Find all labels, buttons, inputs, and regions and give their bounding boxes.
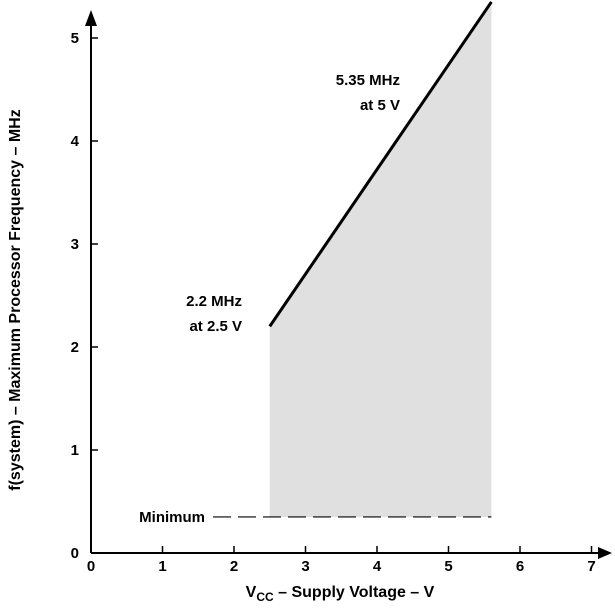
x-tick-label-7: 7	[587, 558, 595, 575]
x-tick-label-5: 5	[444, 558, 452, 575]
x-axis-title-subscript: CC	[256, 590, 274, 604]
x-axis-title: VCC – Supply Voltage – V	[246, 584, 435, 604]
x-tick-label-4: 4	[373, 558, 382, 575]
x-axis-title-main: V	[246, 584, 257, 601]
minimum-label: Minimum	[139, 509, 205, 526]
ticks-layer: 0 1 2 3 4 5 6 7 0 1 2 3 4 5	[71, 30, 596, 575]
y-tick-label-3: 3	[71, 236, 79, 253]
line-layer	[213, 1, 493, 518]
x-tick-label-0: 0	[87, 558, 95, 575]
y-tick-label-0: 0	[71, 545, 79, 562]
x-tick-label-2: 2	[230, 558, 238, 575]
y-tick-label-5: 5	[71, 30, 79, 47]
y-axis-title: f(system) – Maximum Processor Frequency …	[7, 109, 24, 490]
max-frequency-line	[268, 1, 493, 328]
annotation-low-frequency: 2.2 MHz	[186, 293, 242, 310]
annotation-low-voltage: at 2.5 V	[189, 318, 242, 335]
annotations-layer: 2.2 MHz at 2.5 V 5.35 MHz at 5 V Minimum	[139, 72, 400, 526]
fill-layer	[269, 1, 492, 517]
annotation-high-frequency: 5.35 MHz	[336, 72, 400, 89]
y-tick-label-1: 1	[71, 442, 79, 459]
y-tick-label-4: 4	[71, 133, 80, 150]
x-tick-label-6: 6	[516, 558, 524, 575]
x-axis-title-rest: – Supply Voltage – V	[274, 584, 435, 601]
annotation-high-voltage: at 5 V	[360, 97, 400, 114]
x-axis-arrow-icon	[598, 547, 612, 559]
y-axis-arrow-icon	[85, 10, 97, 26]
operating-region-area	[269, 1, 492, 517]
x-tick-label-3: 3	[301, 558, 309, 575]
axes-layer	[85, 10, 612, 559]
x-tick-label-1: 1	[158, 558, 166, 575]
y-tick-label-2: 2	[71, 339, 79, 356]
